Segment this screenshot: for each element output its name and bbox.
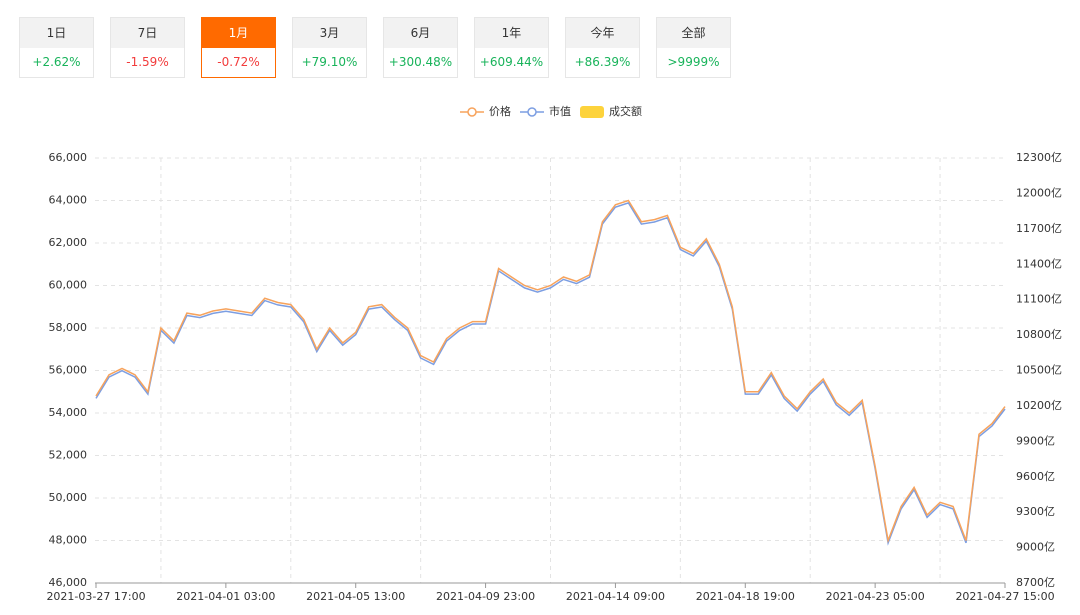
legend-marker [527, 107, 537, 117]
y-tick-label: 66,000 [49, 151, 88, 164]
y-tick-label: 46,000 [49, 576, 88, 589]
tab-label: 3月 [293, 18, 366, 48]
x-tick-label: 2021-04-05 13:00 [306, 590, 405, 603]
y2-tick-label: 12000亿 [1016, 186, 1062, 199]
legend-label: 市值 [549, 104, 571, 118]
tab-label: 6月 [384, 18, 457, 48]
y2-tick-label: 10800亿 [1016, 328, 1062, 341]
tab-change: -0.72% [217, 55, 260, 69]
y-tick-label: 50,000 [49, 491, 88, 504]
y2-tick-label: 11100亿 [1016, 293, 1062, 306]
x-tick-label: 2021-03-27 17:00 [46, 590, 145, 603]
y2-tick-label: 10500亿 [1016, 364, 1062, 377]
tab-change: +609.44% [479, 55, 544, 69]
y-tick-label: 64,000 [49, 194, 88, 207]
tab-change: +79.10% [301, 55, 358, 69]
tab-label: 7日 [111, 18, 184, 48]
y-tick-label: 60,000 [49, 279, 88, 292]
tab-change: +300.48% [388, 55, 453, 69]
y2-tick-label: 8700亿 [1016, 576, 1055, 589]
tab-label: 1年 [475, 18, 548, 48]
x-tick-label: 2021-04-09 23:00 [436, 590, 535, 603]
y-tick-label: 56,000 [49, 364, 88, 377]
series-line [95, 199, 1006, 544]
x-tick-label: 2021-04-18 19:00 [696, 590, 795, 603]
tab-label: 今年 [566, 18, 639, 48]
series-line [95, 202, 1006, 546]
y2-tick-label: 12300亿 [1016, 151, 1062, 164]
y-tick-label: 52,000 [49, 449, 88, 462]
period-tabs: 1日 +2.62% 7日 -1.59% 1月 -0.72% 3月 +79.10% 6月 +300.… [19, 17, 731, 78]
tab-label: 1月 [202, 18, 275, 48]
y2-tick-label: 9300亿 [1016, 505, 1055, 518]
y2-tick-label: 9900亿 [1016, 434, 1055, 447]
y2-tick-label: 11700亿 [1016, 222, 1062, 235]
y2-tick-label: 9600亿 [1016, 470, 1055, 483]
period-tab[interactable]: 1年 +609.44% [474, 17, 549, 78]
period-tab[interactable]: 6月 +300.48% [383, 17, 458, 78]
y2-tick-label: 10200亿 [1016, 399, 1062, 412]
tab-change: +86.39% [574, 55, 631, 69]
x-tick-label: 2021-04-23 05:00 [826, 590, 925, 603]
tab-change: +2.62% [32, 55, 81, 69]
tab-change: -1.59% [126, 55, 169, 69]
y-tick-label: 58,000 [49, 321, 88, 334]
x-tick-label: 2021-04-27 15:00 [955, 590, 1054, 603]
y-tick-label: 62,000 [49, 236, 88, 249]
y-tick-label: 54,000 [49, 406, 88, 419]
x-tick-label: 2021-04-14 09:00 [566, 590, 665, 603]
period-tab[interactable]: 全部 >9999% [656, 17, 731, 78]
period-tab[interactable]: 1月 -0.72% [201, 17, 276, 78]
legend-label: 成交额 [609, 104, 642, 118]
y2-tick-label: 9000亿 [1016, 541, 1055, 554]
legend-marker [467, 107, 477, 117]
period-tab[interactable]: 3月 +79.10% [292, 17, 367, 78]
legend-label: 价格 [489, 104, 511, 118]
period-tab[interactable]: 1日 +2.62% [19, 17, 94, 78]
x-tick-label: 2021-04-01 03:00 [176, 590, 275, 603]
period-tab[interactable]: 今年 +86.39% [565, 17, 640, 78]
y-tick-label: 48,000 [49, 534, 88, 547]
legend-swatch [580, 106, 604, 118]
tab-label: 1日 [20, 18, 93, 48]
tab-label: 全部 [657, 18, 730, 48]
tab-change: >9999% [667, 55, 720, 69]
y2-tick-label: 11400亿 [1016, 257, 1062, 270]
period-tab[interactable]: 7日 -1.59% [110, 17, 185, 78]
